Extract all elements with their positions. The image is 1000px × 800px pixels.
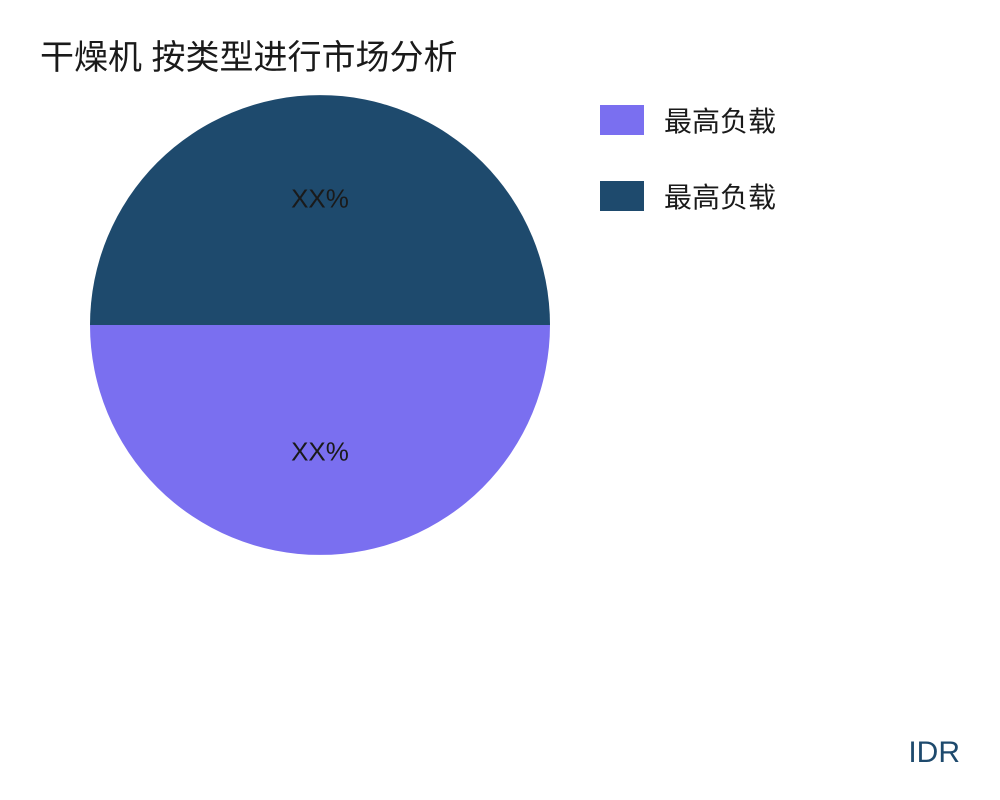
legend-label-1: 最高负载 xyxy=(664,176,776,216)
legend-swatch-1 xyxy=(600,181,644,211)
legend-item-0: 最高负载 xyxy=(600,100,776,140)
slice-label-1: XX% xyxy=(291,436,349,467)
pie-svg xyxy=(90,95,550,555)
legend-swatch-0 xyxy=(600,105,644,135)
slice-label-0: XX% xyxy=(291,183,349,214)
pie-chart: XX% XX% xyxy=(90,95,550,555)
legend: 最高负载最高负载 xyxy=(600,100,776,252)
legend-item-1: 最高负载 xyxy=(600,176,776,216)
legend-label-0: 最高负载 xyxy=(664,100,776,140)
footer-label: IDR xyxy=(908,736,960,770)
chart-title: 干燥机 按类型进行市场分析 xyxy=(40,30,457,79)
